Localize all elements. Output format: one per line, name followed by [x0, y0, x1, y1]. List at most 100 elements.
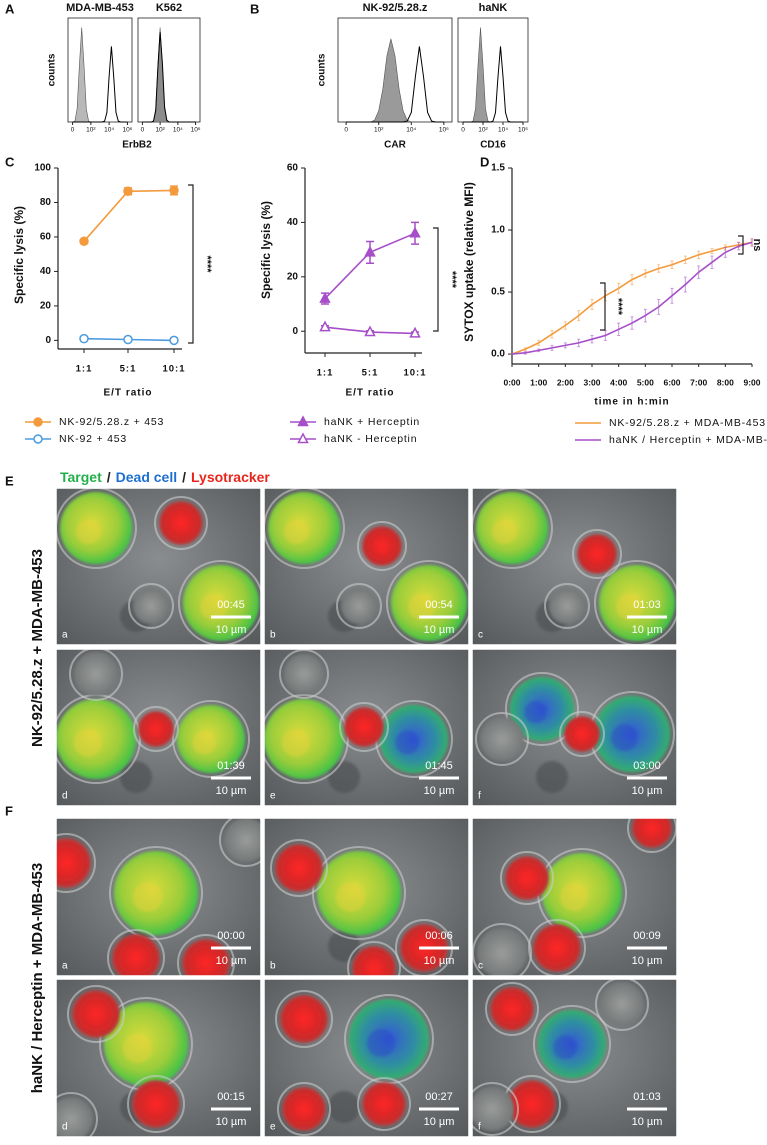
- cell-halo: [279, 649, 329, 699]
- marker: [79, 333, 89, 344]
- scale-label: 10 µm: [424, 955, 455, 967]
- cell: [74, 652, 118, 696]
- scale-label: 10 µm: [424, 1116, 455, 1128]
- y-tick-label: 0: [45, 335, 51, 346]
- frame-letter: b: [270, 630, 276, 641]
- channel-name: Target: [60, 469, 102, 485]
- legend-label: NK-92/5.28.z + MDA-MB-453: [609, 417, 766, 429]
- cell: [477, 928, 527, 976]
- x-tick-label: 10⁴: [498, 127, 508, 134]
- cell: [480, 717, 524, 761]
- marker: [319, 320, 331, 332]
- x-tick-label: 1:00: [530, 377, 547, 387]
- marker: [409, 326, 421, 338]
- cell: [362, 526, 402, 566]
- panel-letter: E: [5, 473, 14, 488]
- frame-letter: a: [62, 630, 68, 641]
- marker: [123, 186, 133, 197]
- cell-halo: [472, 923, 532, 976]
- scale-label: 10 µm: [424, 624, 455, 636]
- cell-halo: [347, 941, 401, 976]
- cell-speckle: [74, 729, 102, 757]
- cell-speckle: [367, 1029, 395, 1057]
- significance-label: ****: [201, 255, 213, 273]
- histogram-line: [142, 32, 196, 123]
- cell: [133, 588, 169, 624]
- cell: [159, 501, 203, 545]
- cell-halo: [67, 985, 125, 1043]
- cell: [352, 946, 396, 976]
- frame-letter: d: [62, 791, 68, 802]
- x-axis-label: E/T ratio: [345, 388, 394, 399]
- channel-legend: Target / Dead cell / Lysotracker: [60, 469, 270, 485]
- cell-halo: [627, 818, 677, 853]
- x-tick-label: 0: [344, 127, 348, 134]
- cell-halo: [472, 1082, 519, 1136]
- panel-letter: C: [5, 154, 15, 169]
- scale-label: 10 µm: [424, 785, 455, 797]
- cell-halo: [56, 833, 96, 893]
- y-tick-label: 1.5: [491, 163, 505, 174]
- marker: [33, 417, 43, 427]
- x-tick-label: 10⁶: [439, 127, 449, 134]
- significance-bracket: [188, 184, 194, 344]
- micrograph: b 00:06 10 µm: [264, 818, 469, 976]
- cell-halo: [275, 990, 333, 1048]
- cell: [138, 711, 174, 747]
- x-axis-label: E/T ratio: [103, 388, 152, 399]
- x-tick-label: 10²: [374, 127, 384, 134]
- cell-halo: [505, 672, 579, 746]
- legend-label: NK-92 + 453: [59, 433, 127, 445]
- x-tick-label: 3:00: [583, 377, 600, 387]
- cell-halo: [133, 706, 179, 752]
- cell: [341, 588, 377, 624]
- cell: [362, 1082, 406, 1126]
- plot-frame: [457, 17, 529, 123]
- timestamp: 00:27: [425, 1091, 453, 1103]
- histogram-area: [72, 27, 128, 123]
- cell: [490, 987, 534, 1031]
- y-tick-label: 60: [287, 163, 299, 174]
- condition-label: haNK / Herceptin + MDA-MB-453: [29, 863, 46, 1093]
- timestamp: 03:00: [633, 760, 661, 772]
- cell-speckle: [76, 519, 102, 545]
- cell-halo: [357, 1077, 411, 1131]
- frame-letter: e: [270, 791, 276, 802]
- timestamp: 00:54: [425, 599, 453, 611]
- y-axis-label: Specific lysis (%): [259, 201, 273, 299]
- chart: SYTOX uptake (relative MFI) time in h:min…: [462, 163, 767, 446]
- panel-letter: B: [250, 1, 259, 16]
- chart-title: MDA-MB-453: [66, 2, 134, 14]
- chart-title: NK-92/5.28.z: [363, 2, 428, 14]
- y-axis-label: Specific lysis (%): [12, 206, 26, 304]
- cell-speckle: [192, 730, 217, 755]
- y-tick-label: 80: [40, 197, 52, 208]
- cell: [284, 654, 324, 694]
- cell-halo: [128, 583, 174, 629]
- cell-halo: [533, 1005, 611, 1083]
- cell-halo: [386, 560, 469, 645]
- series-line: [83, 189, 175, 242]
- legend-label: haNK / Herceptin + MDA-MB-453: [609, 434, 767, 446]
- significance-label: ns: [751, 239, 763, 252]
- cell-speckle: [282, 729, 310, 757]
- cell: [56, 838, 91, 888]
- legend-label: NK-92/5.28.z + 453: [59, 416, 164, 428]
- y-tick-label: 20: [287, 271, 299, 282]
- x-tick-label: 10²: [86, 127, 96, 134]
- x-axis-label: CAR: [384, 140, 406, 151]
- y-axis-label: SYTOX uptake (relative MFI): [462, 182, 476, 342]
- micrograph: a 00:00 10 µm: [56, 818, 261, 976]
- x-tick-label: 10⁴: [173, 127, 183, 134]
- histogram-area: [346, 38, 444, 123]
- x-tick-label: 8:00: [717, 377, 734, 387]
- chart: haNK CD16 0 10² 10⁴ 10⁶: [457, 2, 529, 151]
- frame-letter: f: [478, 791, 481, 802]
- significance-bracket: [600, 282, 606, 331]
- y-tick-label: 100: [34, 163, 51, 174]
- micrograph: e 00:27 10 µm: [264, 979, 469, 1137]
- histogram-line: [72, 46, 128, 123]
- cell: [56, 1097, 93, 1137]
- significance-bracket: [738, 235, 744, 255]
- x-axis-label: CD16: [480, 140, 506, 151]
